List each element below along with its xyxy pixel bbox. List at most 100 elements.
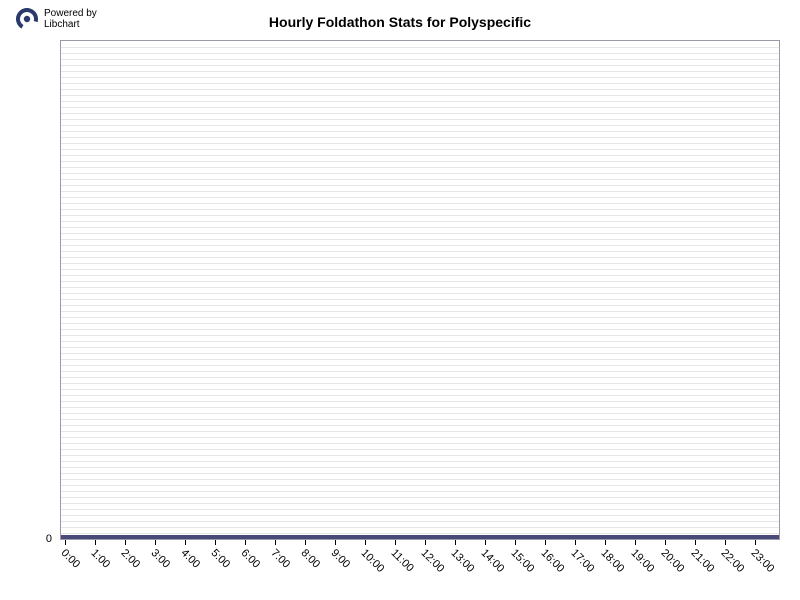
x-tick-mark bbox=[125, 540, 126, 545]
grid-line bbox=[61, 161, 779, 162]
x-tick-label: 23:00 bbox=[748, 547, 776, 575]
grid-line bbox=[61, 371, 779, 372]
grid-line bbox=[61, 365, 779, 366]
grid-line bbox=[61, 77, 779, 78]
grid-line bbox=[61, 509, 779, 510]
grid-line bbox=[61, 359, 779, 360]
grid-line bbox=[61, 527, 779, 528]
grid-line bbox=[61, 275, 779, 276]
baseline bbox=[61, 535, 779, 539]
x-tick-label: 8:00 bbox=[298, 547, 322, 571]
grid-line bbox=[61, 419, 779, 420]
grid-line bbox=[61, 341, 779, 342]
x-tick-mark bbox=[755, 540, 756, 545]
grid-line bbox=[61, 101, 779, 102]
grid-line bbox=[61, 407, 779, 408]
grid-line bbox=[61, 503, 779, 504]
x-tick-mark bbox=[635, 540, 636, 545]
grid-line bbox=[61, 107, 779, 108]
x-tick-mark bbox=[605, 540, 606, 545]
grid-line bbox=[61, 335, 779, 336]
grid-line bbox=[61, 89, 779, 90]
x-tick-mark bbox=[95, 540, 96, 545]
grid-line bbox=[61, 323, 779, 324]
x-tick-label: 14:00 bbox=[478, 547, 506, 575]
grid-line bbox=[61, 257, 779, 258]
x-tick-label: 10:00 bbox=[358, 547, 386, 575]
x-tick-mark bbox=[515, 540, 516, 545]
x-tick-label: 7:00 bbox=[268, 547, 292, 571]
grid-line bbox=[61, 473, 779, 474]
grid-line bbox=[61, 479, 779, 480]
grid-line bbox=[61, 245, 779, 246]
grid-line bbox=[61, 455, 779, 456]
grid-line bbox=[61, 413, 779, 414]
x-tick-label: 18:00 bbox=[598, 547, 626, 575]
grid-line bbox=[61, 449, 779, 450]
x-tick-mark bbox=[245, 540, 246, 545]
x-tick-label: 4:00 bbox=[178, 547, 202, 571]
x-tick-mark bbox=[545, 540, 546, 545]
grid-line bbox=[61, 533, 779, 534]
grid-line bbox=[61, 167, 779, 168]
grid-line bbox=[61, 521, 779, 522]
grid-line bbox=[61, 251, 779, 252]
grid-line bbox=[61, 47, 779, 48]
x-tick-label: 6:00 bbox=[238, 547, 262, 571]
x-tick-mark bbox=[695, 540, 696, 545]
grid-line bbox=[61, 317, 779, 318]
x-tick-mark bbox=[665, 540, 666, 545]
x-tick-mark bbox=[185, 540, 186, 545]
grid-line bbox=[61, 143, 779, 144]
grid-line bbox=[61, 431, 779, 432]
grid-line bbox=[61, 95, 779, 96]
grid-line bbox=[61, 425, 779, 426]
grid-line bbox=[61, 185, 779, 186]
x-tick-mark bbox=[65, 540, 66, 545]
grid-line bbox=[61, 377, 779, 378]
grid-line bbox=[61, 263, 779, 264]
x-tick-mark bbox=[575, 540, 576, 545]
grid-line bbox=[61, 191, 779, 192]
grid-line bbox=[61, 293, 779, 294]
chart-title: Hourly Foldathon Stats for Polyspecific bbox=[0, 14, 800, 30]
x-tick-label: 0:00 bbox=[58, 547, 82, 571]
grid-line bbox=[61, 305, 779, 306]
grid-line bbox=[61, 125, 779, 126]
grid-line bbox=[61, 179, 779, 180]
x-tick-label: 11:00 bbox=[388, 547, 415, 574]
grid-line bbox=[61, 311, 779, 312]
grid-line bbox=[61, 155, 779, 156]
x-tick-label: 16:00 bbox=[538, 547, 566, 575]
x-tick-mark bbox=[365, 540, 366, 545]
grid-line bbox=[61, 203, 779, 204]
grid-line bbox=[61, 437, 779, 438]
grid-line bbox=[61, 233, 779, 234]
grid-line bbox=[61, 389, 779, 390]
plot-outer bbox=[60, 40, 780, 540]
x-tick-mark bbox=[395, 540, 396, 545]
x-tick-label: 21:00 bbox=[688, 547, 716, 575]
x-tick-label: 1:00 bbox=[88, 547, 112, 571]
grid-line bbox=[61, 485, 779, 486]
x-tick-mark bbox=[335, 540, 336, 545]
grid-line bbox=[61, 395, 779, 396]
grid-line bbox=[61, 281, 779, 282]
grid-line bbox=[61, 347, 779, 348]
grid-line bbox=[61, 131, 779, 132]
x-tick-label: 19:00 bbox=[628, 547, 656, 575]
grid-line bbox=[61, 197, 779, 198]
grid-line bbox=[61, 209, 779, 210]
x-tick-label: 22:00 bbox=[718, 547, 746, 575]
x-tick-label: 17:00 bbox=[568, 547, 596, 575]
grid-line bbox=[61, 353, 779, 354]
chart-container: { "branding": { "line1": "Powered by", "… bbox=[0, 0, 800, 600]
x-tick-label: 13:00 bbox=[448, 547, 476, 575]
grid-line bbox=[61, 443, 779, 444]
grid-line bbox=[61, 119, 779, 120]
grid-line bbox=[61, 59, 779, 60]
x-tick-mark bbox=[485, 540, 486, 545]
grid-line bbox=[61, 71, 779, 72]
grid-line bbox=[61, 491, 779, 492]
grid-line bbox=[61, 461, 779, 462]
